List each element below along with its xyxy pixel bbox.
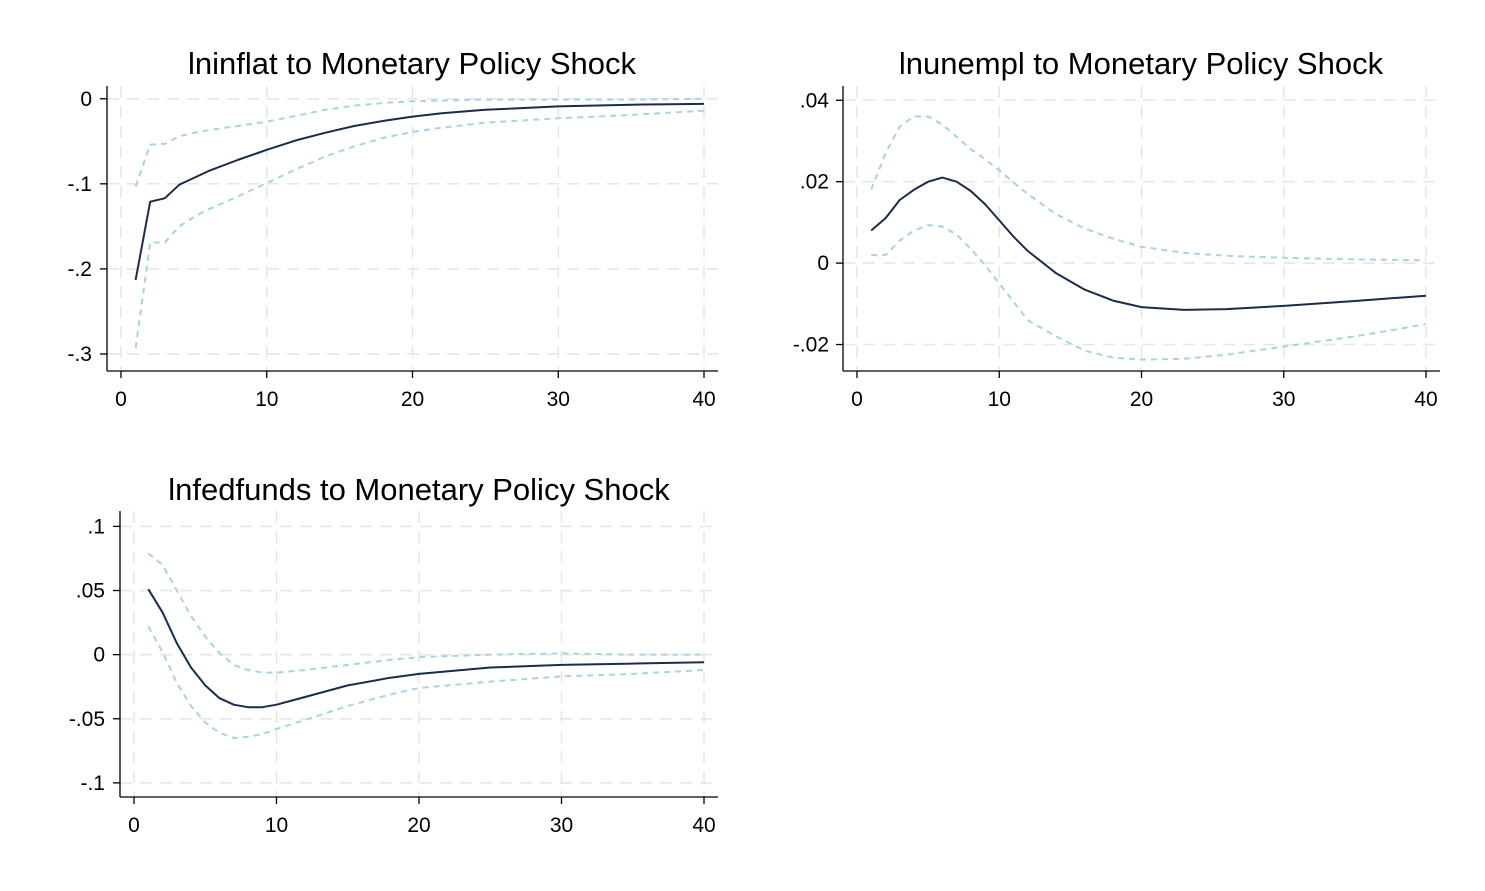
panel-title: lnunempl to Monetary Policy Shock bbox=[899, 46, 1384, 81]
ci-upper-line bbox=[870, 115, 1427, 262]
ci-upper-line bbox=[134, 97, 705, 187]
panel-title: lnfedfunds to Monetary Policy Shock bbox=[168, 472, 670, 507]
x-tick-label: 20 bbox=[401, 388, 424, 411]
x-tick-label: 20 bbox=[1130, 388, 1153, 411]
y-tick-label: .05 bbox=[76, 580, 105, 603]
y-tick-label: -.1 bbox=[67, 173, 92, 196]
y-tick-label: .1 bbox=[87, 515, 105, 538]
x-tick-label: 30 bbox=[547, 388, 570, 411]
x-tick-label: 40 bbox=[1414, 388, 1437, 411]
x-tick-label: 30 bbox=[550, 814, 573, 837]
x-tick-label: 10 bbox=[255, 388, 278, 411]
x-tick-label: 0 bbox=[115, 388, 127, 411]
y-tick-label: 0 bbox=[93, 644, 105, 667]
x-tick-label: 20 bbox=[407, 814, 430, 837]
plot-area: 0 10 20 30 40 0 -.1 -.2 -.3 bbox=[67, 86, 718, 411]
y-tick-label: -.2 bbox=[67, 258, 92, 281]
ci-lower-line bbox=[147, 625, 705, 740]
x-tick-label: 40 bbox=[692, 814, 715, 837]
plot-area: 0 10 20 30 40 .1 .05 0 -.05 -.1 bbox=[69, 511, 718, 837]
x-tick-label: 40 bbox=[692, 388, 715, 411]
irf-line bbox=[147, 588, 705, 709]
panel-title: lninflat to Monetary Policy Shock bbox=[188, 46, 636, 81]
x-tick-label: 30 bbox=[1272, 388, 1295, 411]
ci-lower-line bbox=[871, 224, 1427, 361]
plot-area: 0 10 20 30 40 .04 .02 0 -.02 bbox=[793, 86, 1440, 411]
y-tick-label: -.05 bbox=[69, 708, 105, 731]
ci-lower-line bbox=[134, 109, 705, 349]
x-tick-label: 0 bbox=[851, 388, 863, 411]
irf-line bbox=[870, 176, 1427, 311]
panel-lnfedfunds: lnfedfunds to Monetary Policy Shock 0 10 2… bbox=[69, 472, 718, 837]
y-tick-label: 0 bbox=[817, 252, 829, 275]
ci-upper-line bbox=[147, 552, 704, 674]
panel-lnunempl: lnunempl to Monetary Policy Shock 0 10 20 3… bbox=[793, 46, 1440, 411]
y-tick-label: .02 bbox=[800, 171, 829, 194]
y-tick-label: -.1 bbox=[80, 772, 105, 795]
x-tick-label: 0 bbox=[128, 814, 140, 837]
x-tick-label: 10 bbox=[988, 388, 1011, 411]
x-tick-label: 10 bbox=[265, 814, 288, 837]
y-tick-label: -.3 bbox=[67, 343, 92, 366]
panel-lninflat: lninflat to Monetary Policy Shock 0 10 20 3… bbox=[67, 46, 718, 411]
y-tick-label: .04 bbox=[800, 89, 830, 112]
y-tick-label: 0 bbox=[80, 88, 92, 111]
y-tick-label: -.02 bbox=[793, 334, 829, 357]
irf-line bbox=[134, 102, 705, 281]
